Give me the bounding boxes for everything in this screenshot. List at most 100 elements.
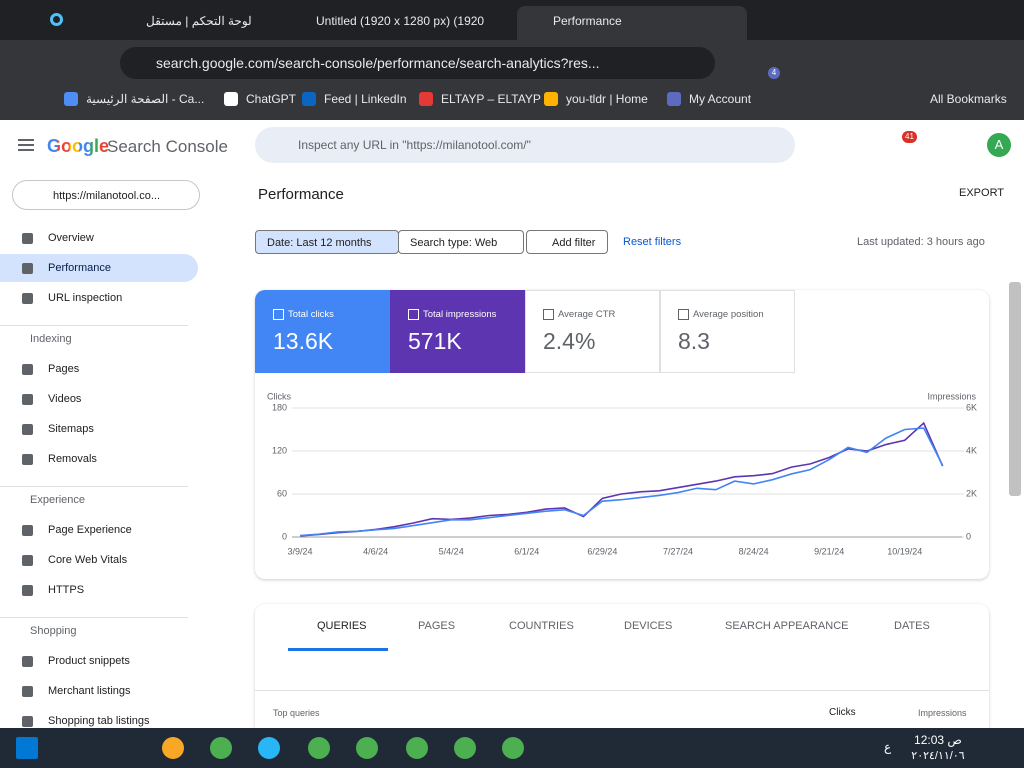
add-filter[interactable]: Add filter	[526, 230, 609, 254]
nav-item[interactable]: Merchant listings	[48, 685, 131, 697]
language[interactable]: ع	[884, 740, 892, 754]
property-selector[interactable]: https://milanotool.co...	[12, 180, 200, 210]
all-bookmarks[interactable]: All Bookmarks	[930, 92, 1007, 106]
result-tab[interactable]: SEARCH APPEARANCE	[725, 620, 849, 632]
extension-badge: 4	[768, 67, 780, 79]
taskbar-icon[interactable]	[16, 737, 38, 759]
nav-item[interactable]: Shopping tab listings	[48, 715, 150, 727]
notification-badge: 41	[902, 131, 917, 143]
export[interactable]: EXPORT	[959, 187, 1005, 199]
taskbar-icon[interactable]	[210, 737, 232, 759]
reset-filters[interactable]: Reset filters	[623, 236, 682, 248]
nav-icon	[22, 454, 33, 465]
nav-icon	[22, 555, 33, 566]
nav-divider	[0, 486, 188, 487]
y-axis-title: Clicks	[267, 391, 291, 401]
nav-item[interactable]: URL inspection	[48, 292, 123, 304]
metric-card[interactable]	[390, 290, 525, 373]
nav-icon	[22, 394, 33, 405]
nav-icon	[22, 233, 33, 244]
tab-strip	[0, 0, 1024, 40]
browser-tab[interactable]: لوحة التحكم | مستقل	[146, 14, 252, 28]
result-tab[interactable]: PAGES	[418, 620, 456, 632]
bookmark[interactable]: الصفحة الرئيسية - Ca...	[86, 92, 205, 106]
clock: 12:03 ص	[914, 733, 962, 747]
column-header[interactable]: Clicks	[829, 707, 856, 718]
filter-chip[interactable]: Search type: Web	[398, 230, 525, 254]
metric-value: 8.3	[678, 328, 710, 354]
column-header[interactable]: Impressions	[918, 708, 967, 718]
bookmark-icon	[224, 92, 238, 106]
series-line	[299, 427, 944, 537]
address-bar[interactable]: search.google.com/search-console/perform…	[120, 47, 715, 79]
bookmark[interactable]: you-tldr | Home	[566, 92, 648, 106]
y2-tick-label: 0	[966, 531, 971, 541]
metric-value: 2.4%	[543, 328, 596, 354]
last-updated: Last updated: 3 hours ago	[857, 236, 985, 248]
metric-checkbox[interactable]	[543, 309, 554, 320]
y-tick-label: 0	[282, 531, 287, 541]
metric-card[interactable]	[660, 290, 795, 373]
y-tick-label: 60	[277, 488, 287, 498]
menu[interactable]	[18, 139, 34, 141]
metric-checkbox[interactable]	[273, 309, 284, 320]
tab-icon[interactable]	[50, 13, 63, 26]
nav-icon	[22, 585, 33, 596]
taskbar-icon[interactable]	[502, 737, 524, 759]
series-line	[299, 421, 944, 537]
bookmark[interactable]: My Account	[689, 92, 752, 106]
x-tick-label: 5/4/24	[439, 546, 464, 556]
metric-card[interactable]	[255, 290, 390, 373]
nav-group[interactable]: Indexing	[30, 333, 72, 345]
scrollbar[interactable]	[1009, 282, 1021, 496]
metric-value: 571K	[408, 328, 462, 354]
avatar[interactable]: A	[987, 133, 1011, 157]
result-tab[interactable]: DATES	[894, 620, 930, 632]
metric-checkbox[interactable]	[678, 309, 689, 320]
nav-icon	[22, 656, 33, 667]
x-tick-label: 3/9/24	[287, 546, 312, 556]
taskbar-icon[interactable]	[258, 737, 280, 759]
bookmark-icon	[302, 92, 316, 106]
bookmark[interactable]: ELTAYP – ELTAYP	[441, 92, 541, 106]
bookmark[interactable]: Feed | LinkedIn	[324, 92, 407, 106]
nav-item[interactable]: Pages	[48, 363, 80, 375]
result-tab[interactable]: DEVICES	[624, 620, 673, 632]
metric-card[interactable]	[525, 290, 660, 373]
x-tick-label: 10/19/24	[887, 546, 922, 556]
nav-icon	[22, 364, 33, 375]
nav-item[interactable]: Videos	[48, 393, 82, 405]
nav-item[interactable]: HTTPS	[48, 584, 85, 596]
bookmark-icon	[544, 92, 558, 106]
x-tick-label: 7/27/24	[663, 546, 693, 556]
nav-group[interactable]: Shopping	[30, 625, 77, 637]
taskbar-icon[interactable]	[308, 737, 330, 759]
metric-label: Average CTR	[558, 309, 616, 320]
metric-checkbox[interactable]	[408, 309, 419, 320]
metric-label: Total impressions	[423, 309, 497, 320]
x-tick-label: 6/1/24	[514, 546, 539, 556]
nav-item[interactable]: Removals	[48, 453, 97, 465]
nav-item[interactable]: Page Experience	[48, 524, 132, 536]
nav-item[interactable]: Overview	[48, 232, 94, 244]
taskbar-icon[interactable]	[406, 737, 428, 759]
bookmark[interactable]: ChatGPT	[246, 92, 297, 106]
filter-chip[interactable]: Date: Last 12 months	[255, 230, 399, 254]
nav-item[interactable]: Performance	[48, 262, 111, 274]
url-inspect[interactable]: Inspect any URL in "https://milanotool.c…	[255, 127, 795, 163]
taskbar-icon[interactable]	[162, 737, 184, 759]
result-tab[interactable]: COUNTRIES	[509, 620, 574, 632]
browser-tab[interactable]: Performance	[517, 6, 747, 40]
x-tick-label: 6/29/24	[587, 546, 617, 556]
taskbar-icon[interactable]	[454, 737, 476, 759]
nav-item[interactable]: Core Web Vitals	[48, 554, 128, 566]
x-tick-label: 4/6/24	[363, 546, 388, 556]
result-tab[interactable]: QUERIES	[317, 620, 367, 632]
nav-item[interactable]: Sitemaps	[48, 423, 94, 435]
x-tick-label: 8/24/24	[739, 546, 769, 556]
nav-item[interactable]: Product snippets	[48, 655, 130, 667]
browser-tab[interactable]: Untitled (1920 x 1280 px) (1920	[316, 14, 485, 28]
nav-group[interactable]: Experience	[30, 494, 86, 506]
taskbar-icon[interactable]	[356, 737, 378, 759]
